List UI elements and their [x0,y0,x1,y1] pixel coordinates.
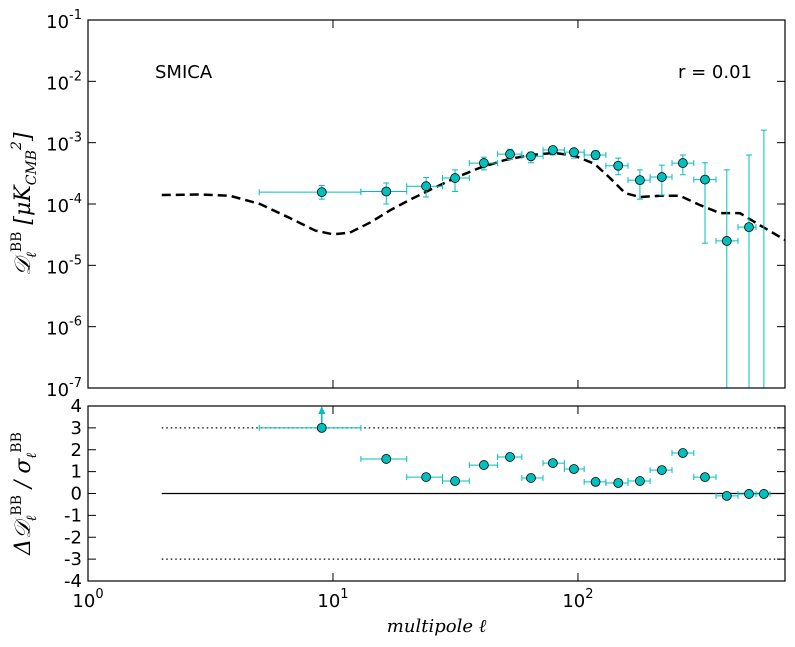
label-part: BB [9,232,25,253]
y-tick-label: -3 [64,549,82,570]
y-tick-label: 10-6 [46,315,82,340]
data-point [316,422,327,433]
y-tick-label: -4 [64,571,82,592]
data-point [590,477,601,487]
data-point [569,147,579,158]
data-point [505,149,515,160]
label-part: BB [9,495,25,516]
x-axis-label: multipole ℓ [387,616,487,637]
data-point [381,454,392,464]
plot-frame [87,19,786,389]
label-part: Δ𝒟 [11,517,36,556]
y-tick-label: 1 [71,462,82,483]
tick-exponent: -7 [69,376,82,391]
model-curve [161,151,786,241]
data-point [381,186,392,197]
data-point [450,476,460,486]
label-part: BB [9,432,25,453]
data-point [421,181,432,192]
y-tick-label: 10-3 [46,131,82,156]
y-tick-label: -1 [64,505,82,526]
y-tick-label: 3 [71,418,82,439]
clip-arrow-head [318,406,326,414]
y-tick-label: 0 [71,484,82,505]
annotation: SMICA [155,62,213,83]
data-point [316,187,327,198]
label-part: ℓ [24,515,40,521]
x-tick-label: 100 [72,587,103,612]
tick-base: 10 [562,591,585,612]
label-part: ] [11,132,36,142]
label-part: / σ [11,458,36,495]
tick-base: 10 [46,380,69,401]
tick-base: 10 [46,319,69,340]
tick-exponent: 1 [340,587,348,602]
data-point [547,458,558,468]
data-point [656,465,667,475]
tick-base: 10 [46,12,69,33]
data-point [569,464,579,474]
x-tick-label: 102 [562,587,593,612]
y-tick-label: 10-4 [46,192,82,217]
label-part: 𝒟 [11,254,36,276]
y-tick-label: 10-7 [46,376,82,401]
data-point [700,174,710,185]
data-point [590,150,601,160]
tick-exponent: 2 [585,587,593,602]
label-part: 2 [9,141,25,151]
data-point [744,222,754,233]
data-point [526,151,536,162]
tick-base: 10 [317,591,340,612]
data-point [635,175,645,186]
data-point [613,478,624,488]
y-axis-label: Δ𝒟ℓBB / σℓBB [9,432,40,556]
data-point [421,472,432,482]
tick-base: 10 [46,73,69,94]
tick-base: 10 [46,196,69,217]
data-point [547,145,558,155]
x-tick-label: 101 [317,587,348,612]
data-point [721,236,732,246]
tick-exponent: 0 [95,587,103,602]
data-point [635,476,645,486]
label-part: CMB [24,150,40,185]
y-tick-label: 4 [71,396,82,417]
y-axis-label: 𝒟ℓBB [μKCMB2] [9,132,40,276]
data-point [656,172,667,182]
y-tick-label: 10-2 [46,69,82,94]
label-part: [μK [11,184,36,232]
y-tick-label: -2 [64,527,82,548]
tick-base: 10 [46,257,69,278]
label-part: ℓ [24,453,40,459]
data-point [721,491,732,501]
y-tick-label: 10-5 [46,253,82,278]
tick-exponent: -5 [69,253,82,268]
data-point [478,460,489,470]
data-point [526,473,536,483]
data-point [450,173,460,183]
tick-exponent: -6 [69,315,82,330]
data-point [744,489,754,499]
data-point [758,489,769,499]
annotation: r = 0.01 [678,62,752,83]
data-point [505,452,515,462]
tick-exponent: -2 [69,69,82,84]
tick-exponent: -3 [69,131,82,146]
tick-base: 10 [46,135,69,156]
data-point [700,472,710,482]
label-part: ℓ [24,252,40,258]
data-point [613,160,624,171]
data-point [677,158,688,168]
tick-exponent: -1 [69,8,82,23]
tick-base: 10 [72,591,95,612]
data-point [478,158,489,168]
y-tick-label: 2 [71,440,82,461]
tick-exponent: -4 [69,192,82,207]
data-point [677,448,688,458]
plot-frame [87,405,786,582]
y-tick-label: 10-1 [46,8,82,33]
